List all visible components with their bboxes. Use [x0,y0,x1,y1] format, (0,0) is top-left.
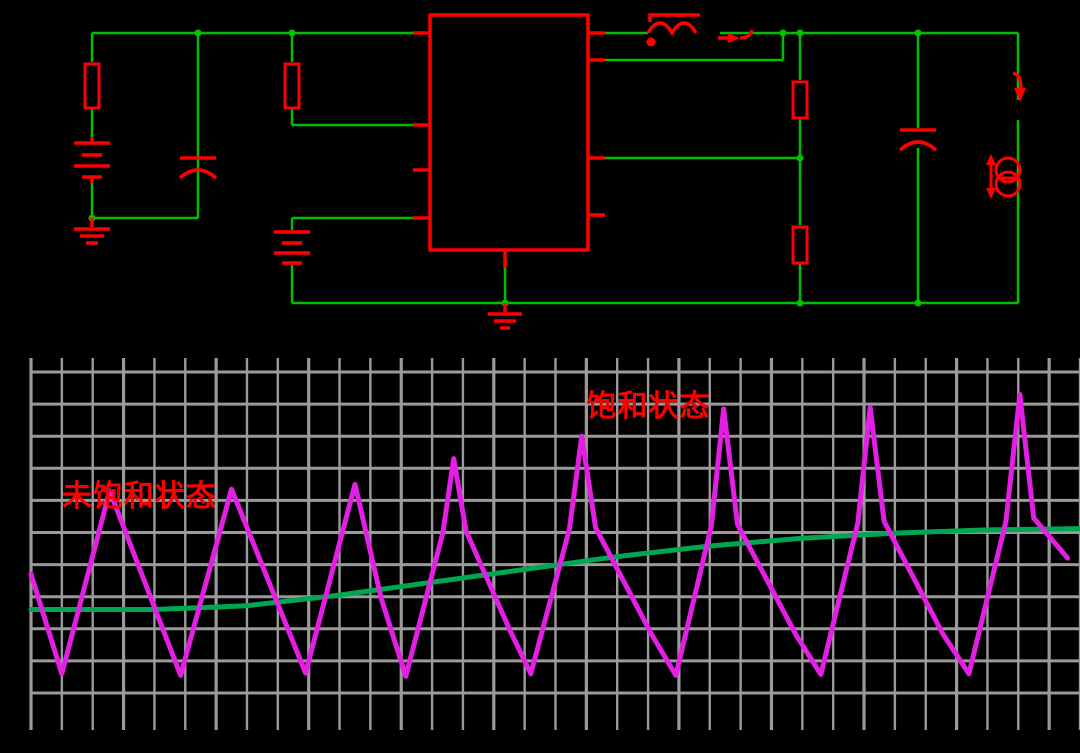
annotation-saturated-state: 饱和状态 [586,389,711,425]
ground-input-icon [74,218,110,245]
diode-load-arrow [1012,71,1026,102]
inductor-coils [646,21,698,37]
junction-dot [288,29,296,37]
ground-ic-icon [488,303,522,330]
resistor-divider-top [791,80,809,120]
junction-dot [914,29,922,37]
capacitor-output [898,128,938,152]
current-source-load [986,154,1022,199]
current-source-circle-top [994,156,1022,184]
graph-grid [29,358,1080,730]
annotation-unsaturated-state: 未饱和状态 [61,479,217,515]
resistor-control [283,62,301,110]
junction-dot [914,299,922,307]
average-current-trace [28,526,1080,613]
waveform-graph-pane [0,340,1080,753]
inductor-core-bar [648,13,700,22]
diode-arrow-tail [739,29,754,40]
junction-dot [796,299,804,307]
current-arrow-head-up [986,154,996,165]
junction-dot [796,154,804,162]
waveform-graph-svg [0,340,1080,753]
cap-plate-curved [898,140,938,152]
ic-block-u1 [428,13,590,252]
components-group [74,13,1026,330]
current-arrow-head-down [986,188,996,199]
capacitor-input [178,156,218,180]
current-source-circle-bottom [994,170,1022,198]
battery-bias [274,230,310,265]
load-arrow-head [1014,88,1026,102]
resistor-divider-bottom [791,225,809,265]
circuit-schematic-pane [0,0,1080,340]
wires-group [90,31,1020,305]
diode-arrow-head [728,33,740,43]
ic-pins-group [413,31,605,268]
junction-dot [779,29,787,37]
diode-d1-arrow [718,29,754,43]
cap-plate-curved [178,168,218,180]
junction-dot [194,29,202,37]
graph-background [0,340,1080,753]
battery-input [74,137,110,183]
junction-dot [796,29,804,37]
inductor-l1 [646,13,700,47]
inductor-current-trace [28,391,1071,679]
circuit-schematic-svg [74,13,1026,330]
inductor-polarity-dot [646,37,656,47]
resistor-input [83,62,101,110]
